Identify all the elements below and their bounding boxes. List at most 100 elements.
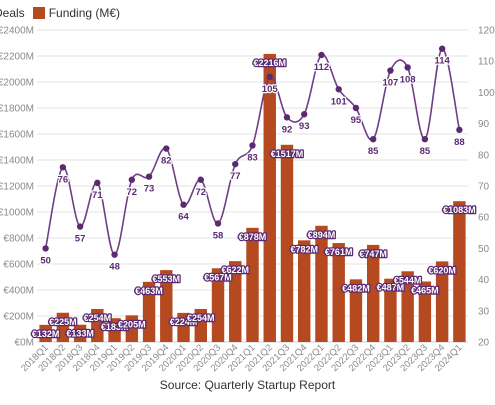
- y-right-tick-label: 50: [478, 244, 490, 255]
- y-left-tick-label: €2400M: [0, 26, 34, 37]
- deals-point: [404, 64, 411, 71]
- y-right-tick-label: 100: [478, 88, 495, 99]
- chart-source-note: Source: Quarterly Startup Report: [159, 378, 336, 392]
- funding-bar-label: €878M: [239, 232, 267, 242]
- funding-bar: [56, 312, 70, 342]
- deals-point-label: 85: [368, 146, 379, 157]
- deals-point-label: 101: [331, 96, 348, 107]
- funding-bar-label: €553M: [153, 274, 181, 284]
- deals-point-label: 105: [262, 84, 279, 95]
- y-left-tick-label: €0M: [15, 338, 34, 349]
- funding-bar-label: €224M: [170, 317, 198, 327]
- deals-point: [232, 160, 239, 168]
- deals-point: [180, 201, 187, 208]
- deals-point: [369, 136, 377, 143]
- deals-point-label: 72: [195, 187, 206, 198]
- funding-bar: [91, 308, 104, 342]
- funding-bar-label: €620M: [428, 265, 456, 275]
- deals-point: [456, 126, 463, 134]
- funding-bar-label: €482M: [342, 283, 370, 293]
- funding-bar: [418, 281, 432, 342]
- deals-point-label: 82: [161, 156, 172, 167]
- deals-point-label: 83: [247, 152, 258, 163]
- y-right-tick-label: 60: [478, 213, 490, 224]
- deals-point-label: 107: [382, 78, 398, 89]
- funding-bar-label: €567M: [204, 272, 232, 282]
- deals-point: [421, 136, 429, 143]
- y-left-tick-label: €1600M: [0, 130, 34, 141]
- legend-label-deals: Deals: [0, 6, 25, 20]
- funding-bar-label: €782M: [290, 244, 318, 254]
- deals-point: [387, 67, 394, 74]
- funding-bar: [298, 240, 311, 342]
- funding-bar: [315, 225, 328, 342]
- deals-point: [352, 104, 360, 112]
- deals-point-label: 95: [351, 115, 362, 126]
- funding-bar: [263, 53, 276, 343]
- funding-bar: [160, 270, 173, 342]
- funding-bar-label: €465M: [411, 286, 439, 296]
- deals-point: [94, 179, 101, 187]
- funding-bar-label: €133M: [66, 329, 94, 339]
- y-left-tick-label: €1400M: [0, 156, 34, 167]
- funding-bar: [73, 324, 87, 342]
- y-left-tick-label: €1000M: [0, 208, 34, 219]
- funding-bar-label: €254M: [187, 313, 215, 323]
- deals-point-label: 114: [434, 56, 450, 67]
- y-left-tick-label: €1800M: [0, 104, 34, 115]
- funding-bar-label: €487M: [377, 283, 405, 293]
- funding-bar: [229, 261, 242, 342]
- deals-point-label: 93: [299, 121, 310, 132]
- y-left-tick-label: €800M: [3, 234, 34, 245]
- funding-bar: [246, 227, 259, 342]
- deals-point-label: 85: [420, 146, 431, 157]
- y-right-tick-label: 70: [478, 182, 490, 193]
- deals-point-label: 88: [454, 137, 465, 148]
- deals-point: [214, 220, 222, 227]
- funding-bar-label: €747M: [359, 249, 387, 259]
- funding-bar: [194, 308, 207, 342]
- deals-point: [197, 176, 204, 183]
- y-left-tick-label: €400M: [3, 286, 34, 297]
- deals-point-label: 72: [127, 187, 138, 198]
- funding-bar: [211, 268, 225, 342]
- deals-point: [438, 45, 446, 52]
- legend-item-funding: Funding (M€): [32, 6, 121, 20]
- y-left-tick-label: €2000M: [0, 78, 34, 89]
- y-right-tick-label: 110: [478, 57, 494, 68]
- funding-bar: [108, 318, 121, 342]
- y-left-tick-label: €2200M: [0, 52, 34, 63]
- deals-point-label: 48: [109, 262, 120, 273]
- funding-bar-label: €622M: [221, 265, 249, 275]
- deals-point: [111, 251, 118, 258]
- deals-point: [42, 245, 49, 252]
- deals-point-label: 76: [58, 174, 69, 185]
- funding-bar-label: €225M: [49, 317, 77, 327]
- funding-bar: [349, 279, 363, 342]
- funding-bar: [401, 271, 414, 342]
- y-right-tick-label: 80: [478, 150, 490, 161]
- funding-bar: [280, 144, 294, 342]
- y-left-tick-label: €1200M: [0, 182, 34, 193]
- deals-point-label: 50: [40, 255, 51, 266]
- funding-bar: [177, 312, 190, 342]
- deals-point-label: 77: [230, 171, 241, 182]
- legend-label-funding: Funding (M€): [48, 6, 121, 20]
- funding-bar: [384, 278, 397, 342]
- funding-bar: [435, 261, 449, 342]
- funding-bar-label: €132M: [32, 329, 60, 339]
- y-right-tick-label: 30: [478, 306, 490, 317]
- deals-point-label: 108: [400, 74, 416, 85]
- deals-point-label: 92: [282, 124, 293, 135]
- y-left-tick-label: €200M: [3, 312, 34, 323]
- funding-bar-label: €1517M: [271, 149, 304, 159]
- funding-bar-label: €761M: [325, 247, 353, 257]
- deals-point: [59, 164, 67, 171]
- deals-point: [283, 114, 291, 121]
- funding-bar: [366, 244, 380, 342]
- deals-point: [145, 173, 153, 180]
- legend-item-deals: Deals: [0, 6, 25, 20]
- funding-bar-label: €183M: [101, 322, 129, 332]
- deals-point: [301, 111, 308, 118]
- deals-point-label: 112: [314, 62, 329, 73]
